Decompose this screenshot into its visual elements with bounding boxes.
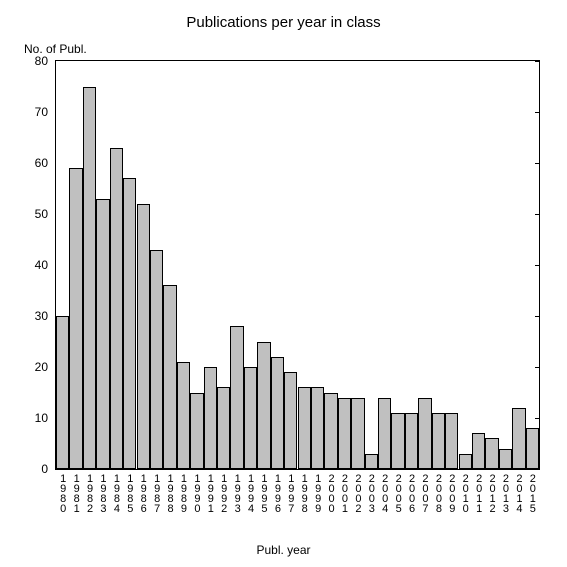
x-tick-label: 2001 xyxy=(339,469,350,513)
x-tick-label: 2006 xyxy=(406,469,417,513)
y-tick-label: 50 xyxy=(18,207,56,221)
x-tick-label: 2010 xyxy=(460,469,471,513)
x-tick-label: 1991 xyxy=(205,469,216,513)
y-tick-mark xyxy=(535,316,540,317)
bar xyxy=(391,413,404,469)
bar xyxy=(110,148,123,469)
x-tick-label: 2002 xyxy=(352,469,363,513)
bars-group xyxy=(56,61,539,469)
x-tick-label: 1984 xyxy=(111,469,122,513)
x-axis-title: Publ. year xyxy=(0,543,567,557)
y-tick-label: 40 xyxy=(18,258,56,272)
x-tick-label: 1986 xyxy=(138,469,149,513)
bar xyxy=(244,367,257,469)
x-tick-label: 1996 xyxy=(272,469,283,513)
x-tick-label: 1999 xyxy=(312,469,323,513)
bar xyxy=(284,372,297,469)
bar xyxy=(499,449,512,469)
y-tick-label: 60 xyxy=(18,156,56,170)
x-tick-label: 1985 xyxy=(124,469,135,513)
y-tick-label: 70 xyxy=(18,105,56,119)
y-tick-mark xyxy=(535,265,540,266)
bar xyxy=(123,178,136,469)
x-tick-label: 1982 xyxy=(84,469,95,513)
bar xyxy=(418,398,431,469)
y-tick-mark xyxy=(535,214,540,215)
x-tick-label: 2015 xyxy=(527,469,538,513)
y-tick-mark xyxy=(535,112,540,113)
bar xyxy=(230,326,243,469)
bar xyxy=(204,367,217,469)
x-tick-label: 2013 xyxy=(500,469,511,513)
plot-area: 01020304050607080 1980198119821983198419… xyxy=(55,60,540,470)
x-tick-label: 1995 xyxy=(258,469,269,513)
bar xyxy=(150,250,163,469)
bar xyxy=(217,387,230,469)
bar xyxy=(512,408,525,469)
x-tick-label: 2003 xyxy=(366,469,377,513)
y-tick-label: 10 xyxy=(18,411,56,425)
y-tick-label: 80 xyxy=(18,54,56,68)
bar xyxy=(485,438,498,469)
x-tick-label: 1993 xyxy=(232,469,243,513)
bar xyxy=(56,316,69,469)
chart-container: Publications per year in class No. of Pu… xyxy=(0,0,567,567)
y-tick-mark xyxy=(535,163,540,164)
bar xyxy=(472,433,485,469)
x-tick-label: 1998 xyxy=(299,469,310,513)
y-tick-mark xyxy=(535,367,540,368)
bar xyxy=(96,199,109,469)
bar xyxy=(69,168,82,469)
y-tick-label: 30 xyxy=(18,309,56,323)
bar xyxy=(177,362,190,469)
bar xyxy=(83,87,96,470)
x-tick-label: 2014 xyxy=(513,469,524,513)
x-tick-label: 1997 xyxy=(285,469,296,513)
y-tick-mark xyxy=(535,61,540,62)
x-tick-label: 1989 xyxy=(178,469,189,513)
x-tick-label: 1980 xyxy=(57,469,68,513)
bar xyxy=(432,413,445,469)
bar xyxy=(405,413,418,469)
chart-title: Publications per year in class xyxy=(0,14,567,31)
bar xyxy=(351,398,364,469)
bar xyxy=(526,428,539,469)
bar xyxy=(445,413,458,469)
bar xyxy=(137,204,150,469)
x-tick-label: 1983 xyxy=(97,469,108,513)
bar xyxy=(311,387,324,469)
x-tick-label: 2005 xyxy=(393,469,404,513)
x-tick-label: 2000 xyxy=(326,469,337,513)
bar xyxy=(190,393,203,470)
bar xyxy=(163,285,176,469)
y-tick-mark xyxy=(535,418,540,419)
x-tick-label: 1990 xyxy=(191,469,202,513)
x-tick-label: 2009 xyxy=(446,469,457,513)
x-tick-label: 1992 xyxy=(218,469,229,513)
bar xyxy=(257,342,270,470)
x-tick-label: 2012 xyxy=(487,469,498,513)
bar xyxy=(365,454,378,469)
y-tick-label: 20 xyxy=(18,360,56,374)
y-tick-label: 0 xyxy=(18,462,56,476)
x-tick-label: 2011 xyxy=(473,469,484,513)
bar xyxy=(459,454,472,469)
x-tick-label: 1987 xyxy=(151,469,162,513)
x-tick-label: 2007 xyxy=(419,469,430,513)
x-tick-label: 2008 xyxy=(433,469,444,513)
bar xyxy=(324,393,337,470)
x-tick-label: 1988 xyxy=(165,469,176,513)
bar xyxy=(271,357,284,469)
bar xyxy=(298,387,311,469)
x-tick-label: 1981 xyxy=(71,469,82,513)
x-tick-label: 2004 xyxy=(379,469,390,513)
x-tick-label: 1994 xyxy=(245,469,256,513)
bar xyxy=(378,398,391,469)
bar xyxy=(338,398,351,469)
